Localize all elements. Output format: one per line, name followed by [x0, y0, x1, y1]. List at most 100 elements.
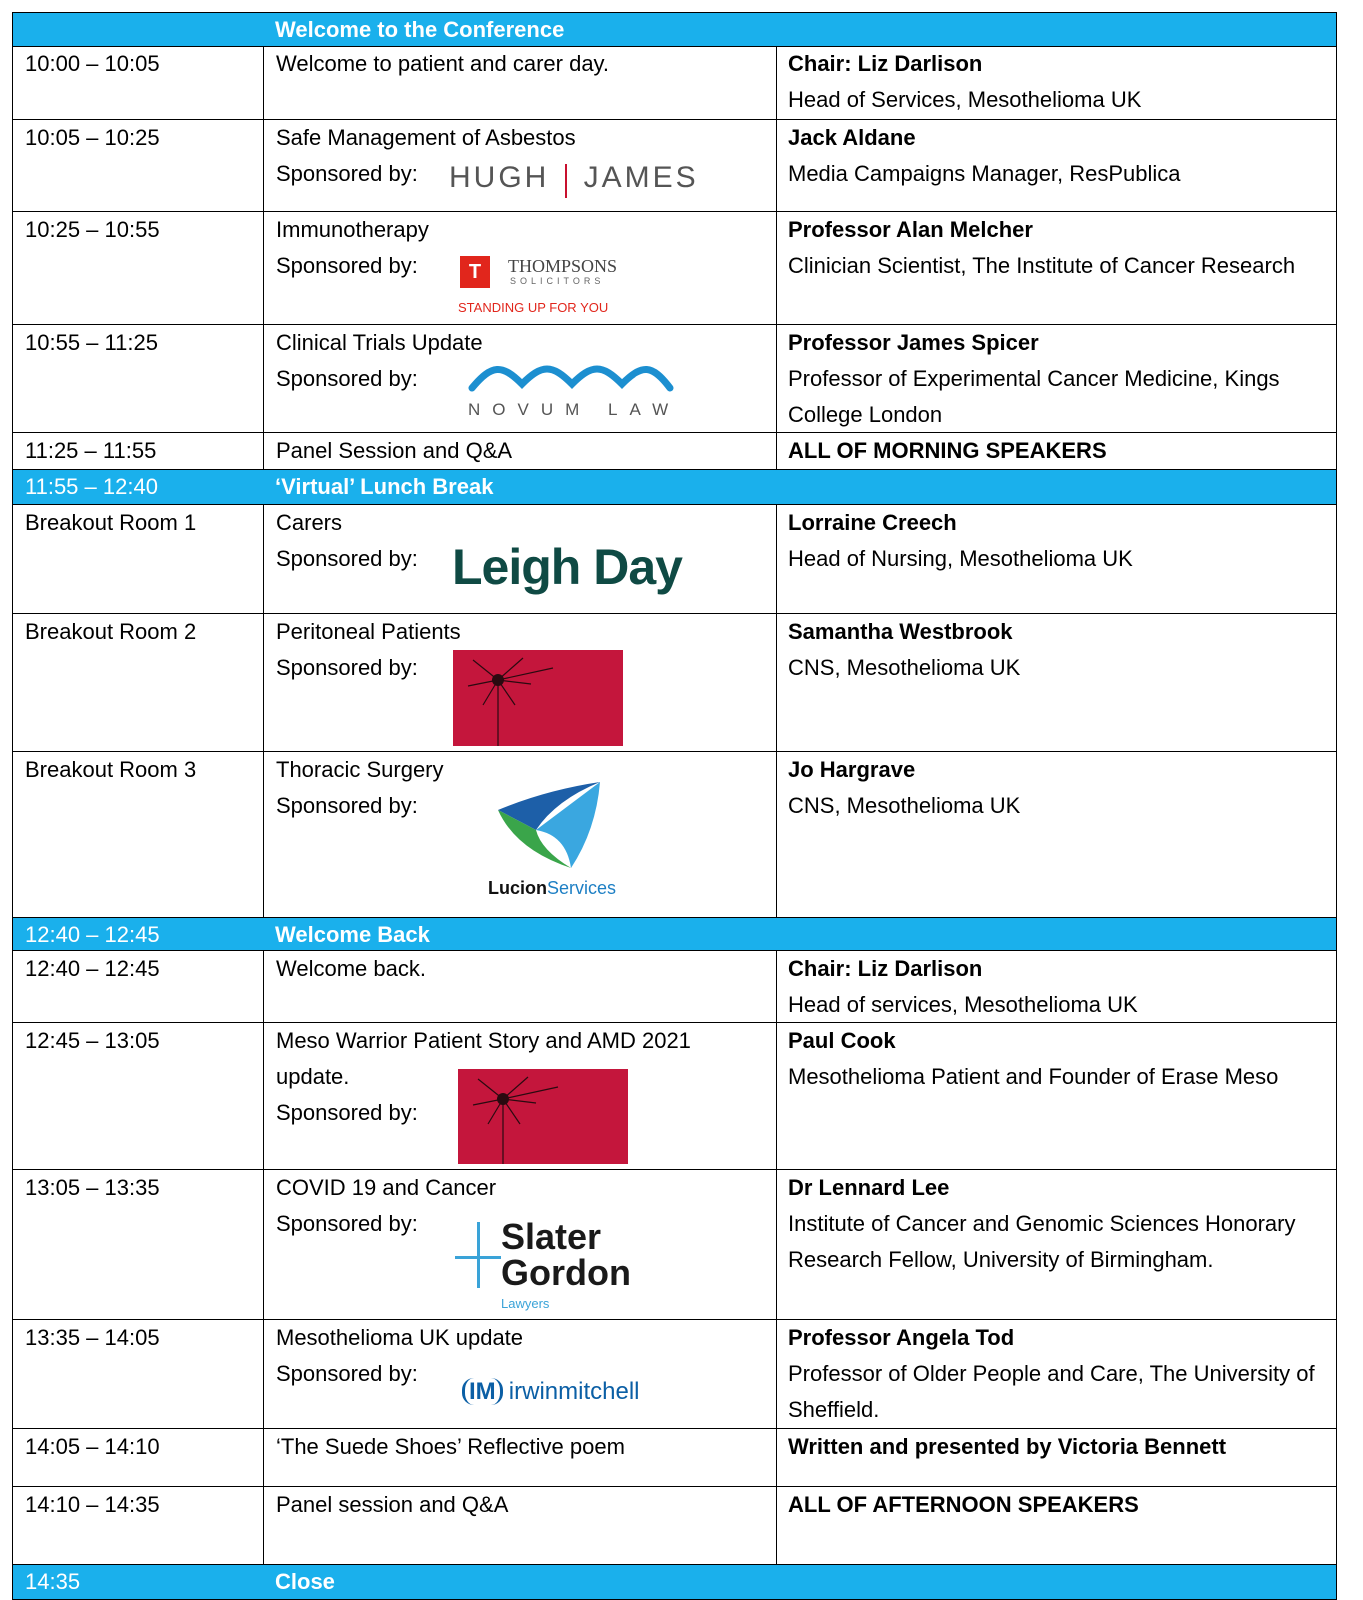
sponsor-label: Sponsored by: — [276, 366, 418, 391]
session-title: Welcome to patient and carer day. — [276, 51, 610, 76]
session-cell: Immunotherapy Sponsored by: — [263, 212, 776, 324]
session-cell: Welcome back. — [263, 951, 776, 1022]
time: 12:40 – 12:45 — [25, 922, 160, 947]
schedule-row: Breakout Room 3 Thoracic Surgery Sponsored… — [12, 752, 1337, 918]
time-cell: 12:40 – 12:45 — [13, 951, 263, 1022]
speaker-name: Chair: Liz Darlison — [788, 956, 983, 981]
logo-lucion: LucionServices — [486, 780, 631, 898]
schedule-row: 12:40 – 12:45 Welcome back. Chair: Liz Dar… — [12, 951, 1337, 1023]
speaker-name: Written and presented by Victoria Bennet… — [788, 1434, 1227, 1459]
session-cell: Thoracic Surgery Sponsored by: — [263, 752, 776, 917]
header-title-cell: Close — [263, 1565, 776, 1599]
speaker-cell: Jack Aldane Media Campaigns Manager, ResP… — [776, 120, 1336, 211]
speaker-role: CNS, Mesothelioma UK — [788, 655, 1021, 680]
schedule-row: 10:25 – 10:55 Immunotherapy Sponsored by: P… — [12, 212, 1337, 325]
speaker-cell: Chair: Liz Darlison Head of services, Mes… — [776, 951, 1336, 1022]
logo-text: Slater — [501, 1216, 602, 1257]
logo-text: STANDING UP FOR YOU — [458, 300, 609, 315]
schedule-row: 14:10 – 14:35 Panel session and Q&A ALL OF… — [12, 1487, 1337, 1565]
time: 14:10 – 14:35 — [25, 1492, 160, 1517]
speaker-role: Clinician Scientist, The Institute of Ca… — [788, 253, 1296, 278]
time-cell: 13:05 – 13:35 — [13, 1170, 263, 1319]
schedule-row: 12:45 – 13:05 Meso Warrior Patient Story … — [12, 1023, 1337, 1170]
logo-hugh-james: HUGH JAMES — [449, 158, 699, 199]
logo-text: HUGH — [449, 161, 550, 194]
session-cell: Mesothelioma UK update Sponsored by: — [263, 1320, 776, 1428]
schedule-row: 10:05 – 10:25 Safe Management of Asbestos… — [12, 120, 1337, 212]
speaker-name: ALL OF AFTERNOON SPEAKERS — [788, 1492, 1139, 1517]
logo-text: THOMPSONS — [508, 256, 618, 276]
time-cell: Breakout Room 3 — [13, 752, 263, 917]
logo-text: Gordon — [501, 1252, 631, 1293]
session-cell: COVID 19 and Cancer Sponsored by: — [263, 1170, 776, 1319]
sponsor-label: Sponsored by: — [276, 1211, 418, 1236]
time: 14:05 – 14:10 — [25, 1434, 160, 1459]
speaker-name: ALL OF MORNING SPEAKERS — [788, 438, 1107, 463]
session-cell: Safe Management of Asbestos Sponsored by: — [263, 120, 776, 211]
section-title: Welcome to the Conference — [275, 17, 565, 42]
time-cell: 14:10 – 14:35 — [13, 1487, 263, 1564]
logo-mark — [455, 1256, 501, 1259]
speaker-name: Professor Alan Melcher — [788, 217, 1033, 242]
logo-leigh-day: Leigh Day — [452, 539, 683, 595]
speaker-cell: Written and presented by Victoria Bennet… — [776, 1429, 1336, 1486]
speaker-name: Chair: Liz Darlison — [788, 51, 983, 76]
speaker-cell: Jo Hargrave CNS, Mesothelioma UK — [776, 752, 1336, 917]
logo-novum: NOVUM LAW — [468, 362, 674, 424]
speaker-role: Mesothelioma Patient and Founder of Eras… — [788, 1064, 1279, 1089]
session-cell: Panel session and Q&A — [263, 1487, 776, 1564]
section-header: Welcome to the Conference — [12, 12, 1337, 47]
logo-text: LucionServices — [488, 878, 616, 899]
section-title: Welcome Back — [275, 922, 430, 947]
speaker-role: CNS, Mesothelioma UK — [788, 793, 1021, 818]
sponsor-label: Sponsored by: — [276, 1100, 418, 1125]
session-cell: Welcome to patient and carer day. — [263, 46, 776, 119]
session-cell: ‘The Suede Shoes’ Reflective poem — [263, 1429, 776, 1486]
sponsor-label: Sponsored by: — [276, 655, 418, 680]
sponsor-label: Sponsored by: — [276, 546, 418, 571]
speaker-cell: Samantha Westbrook CNS, Mesothelioma UK — [776, 614, 1336, 751]
speaker-name: Professor James Spicer — [788, 330, 1039, 355]
logo-photo — [453, 650, 623, 746]
logo-text: Services — [547, 878, 617, 898]
time-cell: 10:05 – 10:25 — [13, 120, 263, 211]
speaker-name: Professor Angela Tod — [788, 1325, 1015, 1350]
speaker-role: Professor of Experimental Cancer Medicin… — [788, 366, 1280, 427]
speaker-role: Professor of Older People and Care, The … — [788, 1361, 1315, 1422]
logo-text: Lucion — [488, 878, 547, 898]
schedule-row: 11:25 – 11:55 Panel Session and Q&A ALL OF… — [12, 433, 1337, 470]
session-cell: Peritoneal Patients Sponsored by: — [263, 614, 776, 751]
time: Breakout Room 1 — [25, 510, 197, 535]
logo-mark — [477, 1222, 480, 1288]
speaker-name: Dr Lennard Lee — [788, 1175, 950, 1200]
session-title: Carers — [276, 510, 343, 535]
logo-slater-gordon: Slater Gordon Lawyers — [453, 1218, 658, 1316]
sponsor-label: Sponsored by: — [276, 161, 418, 186]
time: Breakout Room 2 — [25, 619, 197, 644]
logo-text: IM — [462, 1378, 503, 1405]
time-cell: 14:35 — [13, 1565, 263, 1599]
session-cell: Meso Warrior Patient Story and AMD 2021 … — [263, 1023, 776, 1169]
time: 13:35 – 14:05 — [25, 1325, 160, 1350]
time-cell: 11:55 – 12:40 — [13, 470, 263, 504]
speaker-cell: Professor Angela Tod Professor of Older P… — [776, 1320, 1336, 1428]
time: 11:25 – 11:55 — [25, 438, 157, 463]
speaker-cell: Professor James Spicer Professor of Exper… — [776, 325, 1336, 432]
schedule-row: 14:05 – 14:10 ‘The Suede Shoes’ Reflectiv… — [12, 1429, 1337, 1487]
session-title: Peritoneal Patients — [276, 619, 461, 644]
schedule-row: 13:35 – 14:05 Mesothelioma UK update Spons… — [12, 1320, 1337, 1429]
speaker-cell — [776, 470, 1336, 504]
session-cell: Panel Session and Q&A — [263, 433, 776, 469]
session-title: Welcome back. — [276, 956, 426, 981]
session-title: Immunotherapy — [276, 217, 429, 242]
speaker-name: Paul Cook — [788, 1028, 896, 1053]
time-cell: 10:25 – 10:55 — [13, 212, 263, 324]
session-title: COVID 19 and Cancer — [276, 1175, 497, 1200]
time: 12:40 – 12:45 — [25, 956, 160, 981]
schedule-row: 13:05 – 13:35 COVID 19 and Cancer Sponsore… — [12, 1170, 1337, 1320]
time-cell: 11:25 – 11:55 — [13, 433, 263, 469]
speaker-name: Jack Aldane — [788, 125, 916, 150]
speaker-cell: ALL OF AFTERNOON SPEAKERS — [776, 1487, 1336, 1564]
speaker-role: Institute of Cancer and Genomic Sciences… — [788, 1211, 1296, 1272]
